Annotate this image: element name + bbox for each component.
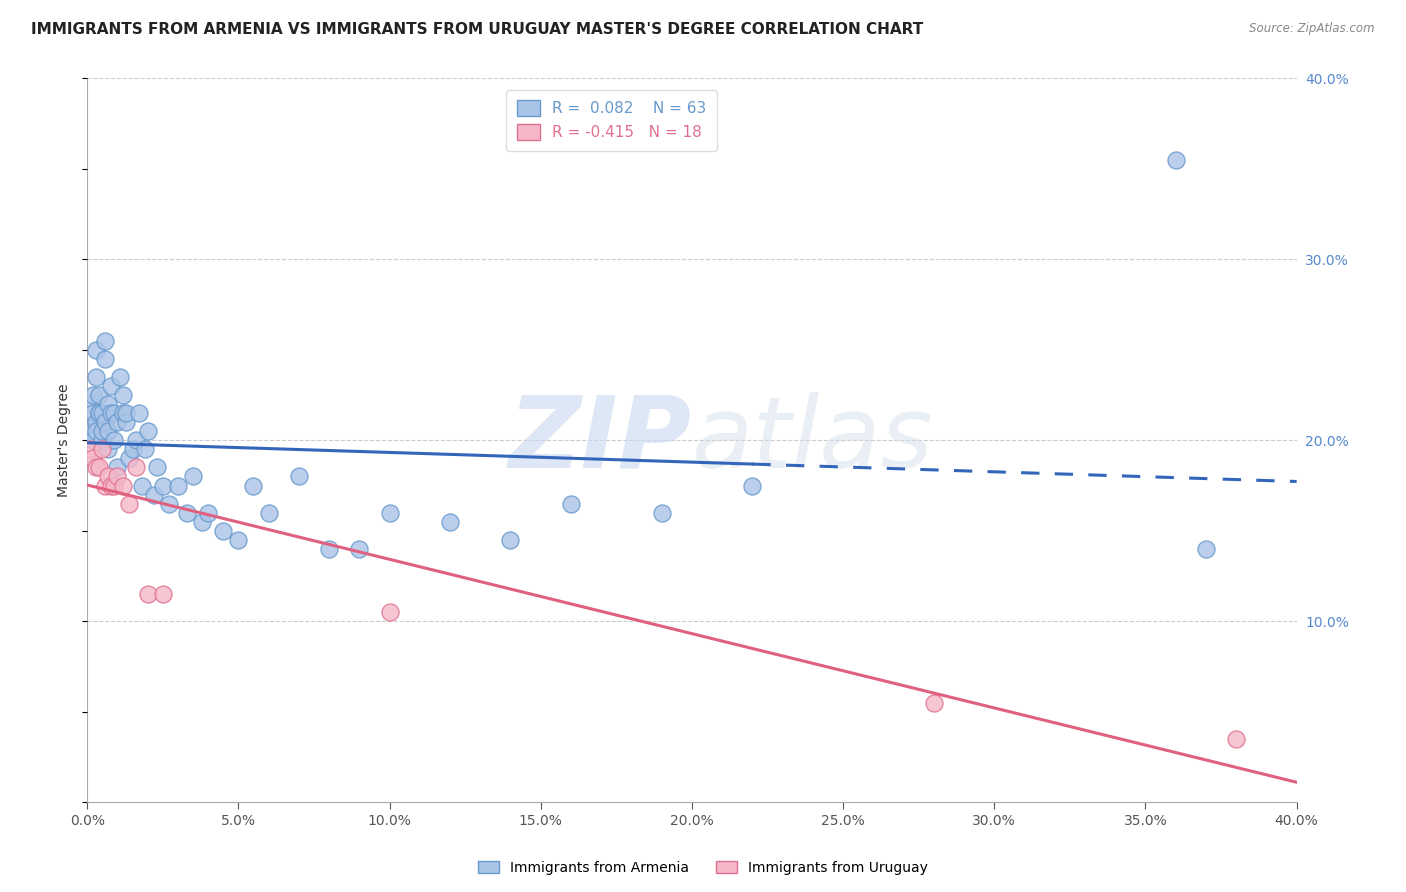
Point (115, 415, 138, 429)
Point (79, 424, 101, 438)
Point (97, 442, 120, 457)
Point (84, 460, 107, 475)
Point (91, 434, 114, 448)
Point (142, 487, 165, 501)
Y-axis label: Master's Degree: Master's Degree (58, 384, 72, 497)
Point (82, 406, 104, 420)
Point (79, 397, 101, 411)
Point (1225, 731, 1247, 746)
Point (100, 478, 122, 492)
Point (82, 451, 104, 466)
Point (378, 605, 401, 619)
Point (499, 533, 522, 547)
Point (131, 478, 153, 492)
Point (84, 370, 107, 384)
Point (115, 406, 138, 420)
Point (257, 506, 280, 520)
Point (288, 469, 311, 483)
Point (89, 388, 111, 402)
Text: atlas: atlas (692, 392, 934, 489)
Point (1195, 541, 1218, 556)
Point (152, 478, 174, 492)
Point (118, 497, 141, 511)
Point (118, 451, 141, 466)
Point (94, 351, 117, 366)
Point (197, 506, 219, 520)
Point (124, 460, 146, 475)
Point (112, 478, 135, 492)
Legend: R =  0.082    N = 63, R = -0.415   N = 18: R = 0.082 N = 63, R = -0.415 N = 18 (506, 90, 717, 151)
Point (94, 478, 117, 492)
Point (124, 434, 146, 448)
Point (112, 388, 135, 402)
Point (89, 460, 111, 475)
Point (82, 434, 104, 448)
Point (134, 442, 156, 457)
Point (145, 460, 167, 475)
Point (105, 415, 128, 429)
Point (105, 469, 128, 483)
Point (136, 424, 159, 438)
Point (82, 388, 104, 402)
Point (651, 506, 673, 520)
Point (378, 506, 401, 520)
Point (97, 397, 120, 411)
Point (212, 524, 235, 538)
Point (103, 406, 125, 420)
Point (181, 469, 204, 483)
Point (91, 406, 114, 420)
Point (191, 515, 214, 529)
Point (94, 334, 117, 348)
Point (97, 469, 120, 483)
Point (97, 424, 120, 438)
Point (922, 696, 945, 710)
Point (91, 442, 114, 457)
Point (176, 506, 198, 520)
Point (100, 406, 122, 420)
Point (89, 406, 111, 420)
Point (121, 442, 143, 457)
Text: ZIP: ZIP (509, 392, 692, 489)
Point (152, 587, 174, 601)
Point (560, 497, 582, 511)
Point (91, 424, 114, 438)
Point (94, 415, 117, 429)
Point (136, 587, 159, 601)
Point (228, 533, 250, 547)
Point (741, 478, 763, 492)
Point (89, 406, 111, 420)
Point (84, 424, 107, 438)
Point (84, 343, 107, 357)
Point (103, 434, 125, 448)
Point (128, 406, 150, 420)
Point (1164, 153, 1187, 167)
Point (100, 379, 122, 393)
Point (439, 515, 461, 529)
Point (318, 541, 340, 556)
Point (349, 541, 371, 556)
Text: IMMIGRANTS FROM ARMENIA VS IMMIGRANTS FROM URUGUAY MASTER'S DEGREE CORRELATION C: IMMIGRANTS FROM ARMENIA VS IMMIGRANTS FR… (31, 22, 924, 37)
Text: Source: ZipAtlas.com: Source: ZipAtlas.com (1250, 22, 1375, 36)
Legend: Immigrants from Armenia, Immigrants from Uruguay: Immigrants from Armenia, Immigrants from… (472, 855, 934, 880)
Point (167, 478, 190, 492)
Point (110, 370, 132, 384)
Point (157, 497, 180, 511)
Point (103, 478, 125, 492)
Point (79, 442, 101, 457)
Point (112, 406, 135, 420)
Point (242, 478, 264, 492)
Point (105, 460, 128, 475)
Point (84, 415, 107, 429)
